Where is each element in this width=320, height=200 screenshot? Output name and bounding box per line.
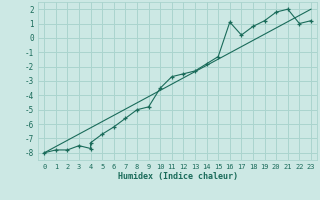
X-axis label: Humidex (Indice chaleur): Humidex (Indice chaleur) [118, 172, 238, 181]
